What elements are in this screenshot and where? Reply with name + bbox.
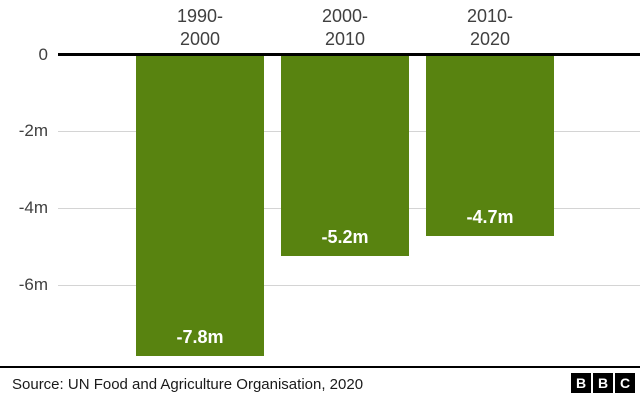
category-label-line: 2000- (321, 6, 369, 26)
y-tick-minus-6m: -6m (18, 275, 48, 294)
category-label-1990-2000: 1990- 2000 (130, 5, 270, 51)
y-tick-minus-2m: -2m (18, 121, 48, 140)
y-tick-0: 0 (38, 45, 48, 64)
zero-axis-line (58, 53, 640, 56)
bbc-logo: B B C (571, 373, 635, 393)
bbc-logo-letter: B (571, 373, 591, 393)
category-label-line: 1990- (176, 6, 224, 26)
category-label-line: 2020 (469, 29, 511, 49)
bar-value-label: -7.8m (176, 327, 224, 347)
category-label-line: 2010- (466, 6, 514, 26)
bar-2000-2010: -5.2m (281, 56, 409, 256)
category-label-2010-2020: 2010- 2020 (420, 5, 560, 51)
bar-2010-2020: -4.7m (426, 56, 554, 236)
bar-value-label: -4.7m (466, 207, 514, 227)
bbc-logo-letter: B (593, 373, 613, 393)
category-label-2000-2010: 2000- 2010 (275, 5, 415, 51)
category-label-line: 2000 (179, 29, 221, 49)
category-label-line: 2010 (324, 29, 366, 49)
footer-divider (0, 366, 640, 368)
y-tick-minus-4m: -4m (18, 198, 48, 217)
bar-1990-2000: -7.8m (136, 56, 264, 356)
bar-value-label: -5.2m (321, 227, 369, 247)
bbc-logo-letter: C (615, 373, 635, 393)
gridline-minus-6m (58, 285, 640, 286)
source-attribution: Source: UN Food and Agriculture Organisa… (12, 376, 364, 393)
